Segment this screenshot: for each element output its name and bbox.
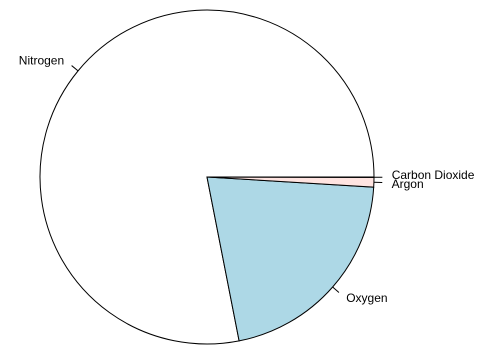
pie-slice-oxygen	[206, 176, 375, 342]
pie-slices	[39, 9, 375, 345]
pie-label: Argon	[392, 177, 424, 191]
pie-label: Carbon Dioxide	[392, 168, 475, 182]
pie-label: Oxygen	[346, 291, 387, 305]
pie-slice-nitrogen	[39, 9, 375, 345]
pie-label-tick	[71, 65, 79, 72]
pie-label: Nitrogen	[19, 53, 64, 67]
pie-label-tick	[332, 286, 340, 293]
